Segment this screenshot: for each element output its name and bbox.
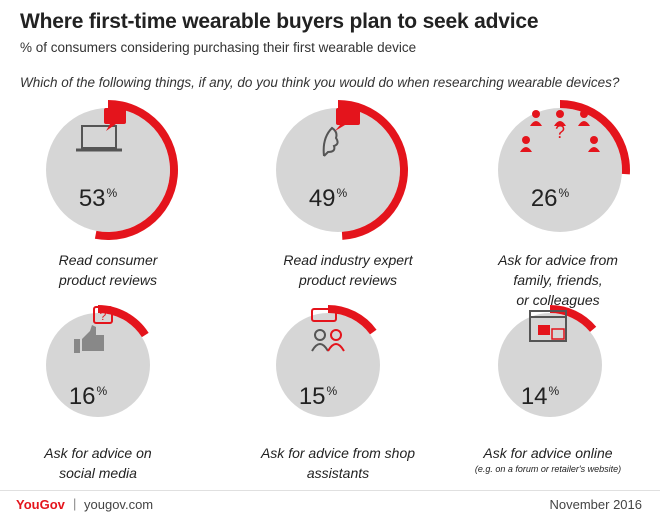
category-label: Read consumer product reviews xyxy=(58,252,158,288)
donut-background xyxy=(498,313,602,417)
chart-subtitle: % of consumers considering purchasing th… xyxy=(20,40,417,55)
donut-background xyxy=(46,108,170,232)
person-body xyxy=(520,147,532,152)
survey-question: Which of the following things, if any, d… xyxy=(20,75,620,90)
speech-tail xyxy=(335,125,345,131)
donut-chart xyxy=(46,100,179,240)
stat-tile-family-friends: ? 26% Ask for advice from family, friends… xyxy=(490,100,660,310)
donut-background xyxy=(46,313,150,417)
donut-arc xyxy=(328,305,377,335)
stat-tile-expert-reviews: 49% Read industry expert product reviews xyxy=(268,100,468,290)
data-label: 49% xyxy=(308,185,348,212)
speech-bubble xyxy=(311,308,337,322)
laptop-screen xyxy=(81,125,117,149)
stat-tile-consumer-reviews: 53% Read consumer product reviews xyxy=(38,100,238,290)
expert-review-icon xyxy=(322,108,360,157)
brand-logo: YouGov xyxy=(16,497,65,512)
person-body xyxy=(327,343,345,352)
shop-assistants-icon xyxy=(311,308,345,352)
footer-divider xyxy=(0,490,660,491)
head-profile xyxy=(322,126,339,157)
people-network-icon: ? xyxy=(520,110,600,152)
donut-chart xyxy=(276,305,380,417)
donut-chart xyxy=(498,305,602,417)
person-head xyxy=(330,329,342,341)
site-link[interactable]: yougov.com xyxy=(84,497,154,512)
thumb-hand xyxy=(82,325,104,351)
data-label: 14% xyxy=(520,383,560,410)
data-label: 15% xyxy=(298,383,338,410)
category-label: Ask for advice from family, friends, or co… xyxy=(498,252,618,308)
chat-bubble xyxy=(538,325,550,335)
person-body xyxy=(578,121,590,126)
person-body xyxy=(530,121,542,126)
thumbs-up-icon: ? xyxy=(74,306,113,353)
stat-tile-shop-assistants: 15% Ask for advice from shop assistants xyxy=(261,305,468,485)
person-body xyxy=(588,147,600,152)
web-forum-icon xyxy=(529,310,567,342)
chat-bubble xyxy=(551,328,565,340)
data-label: 16% xyxy=(68,383,108,410)
data-label: 26% xyxy=(530,185,570,212)
person-head xyxy=(532,110,540,118)
speech-bubble xyxy=(336,108,360,125)
speech-bubble xyxy=(104,108,126,124)
donut-arc xyxy=(560,100,630,175)
speech-tail xyxy=(106,124,116,131)
donut-background xyxy=(276,108,400,232)
person-head xyxy=(522,136,530,144)
category-label: Ask for advice from shop assistants xyxy=(260,445,416,481)
stat-tile-social-media: ? 16% Ask for advice on social media xyxy=(38,305,238,485)
donut-arc xyxy=(338,100,409,240)
data-label: 53% xyxy=(78,185,118,212)
donut-chart xyxy=(276,100,409,240)
person-body xyxy=(311,343,329,352)
person-head xyxy=(590,136,598,144)
publish-date: November 2016 xyxy=(549,497,643,512)
footer-separator: | xyxy=(73,496,77,511)
category-label: Ask for advice on social media xyxy=(44,445,152,481)
browser-window xyxy=(529,310,567,342)
category-label: Read industry expert product reviews xyxy=(283,252,413,288)
chart-title: Where first-time wearable buyers plan to… xyxy=(20,10,539,33)
donut-chart: ? xyxy=(498,100,630,232)
donut-background xyxy=(276,313,380,417)
stat-tile-online: 14% Ask for advice online (e.g. on a foru… xyxy=(475,305,660,485)
person-head xyxy=(580,110,588,118)
question-mark: ? xyxy=(100,309,107,323)
category-label: Ask for advice online (e.g. on a forum or… xyxy=(474,445,622,474)
question-mark: ? xyxy=(555,122,565,142)
person-head xyxy=(556,110,564,118)
laptop-review-icon xyxy=(76,108,126,152)
thumb-cuff xyxy=(74,339,80,353)
speech-bubble xyxy=(93,306,113,324)
person-body xyxy=(554,121,566,126)
donut-chart: ? xyxy=(46,305,150,417)
person-head xyxy=(314,329,326,341)
donut-arc xyxy=(98,305,149,338)
